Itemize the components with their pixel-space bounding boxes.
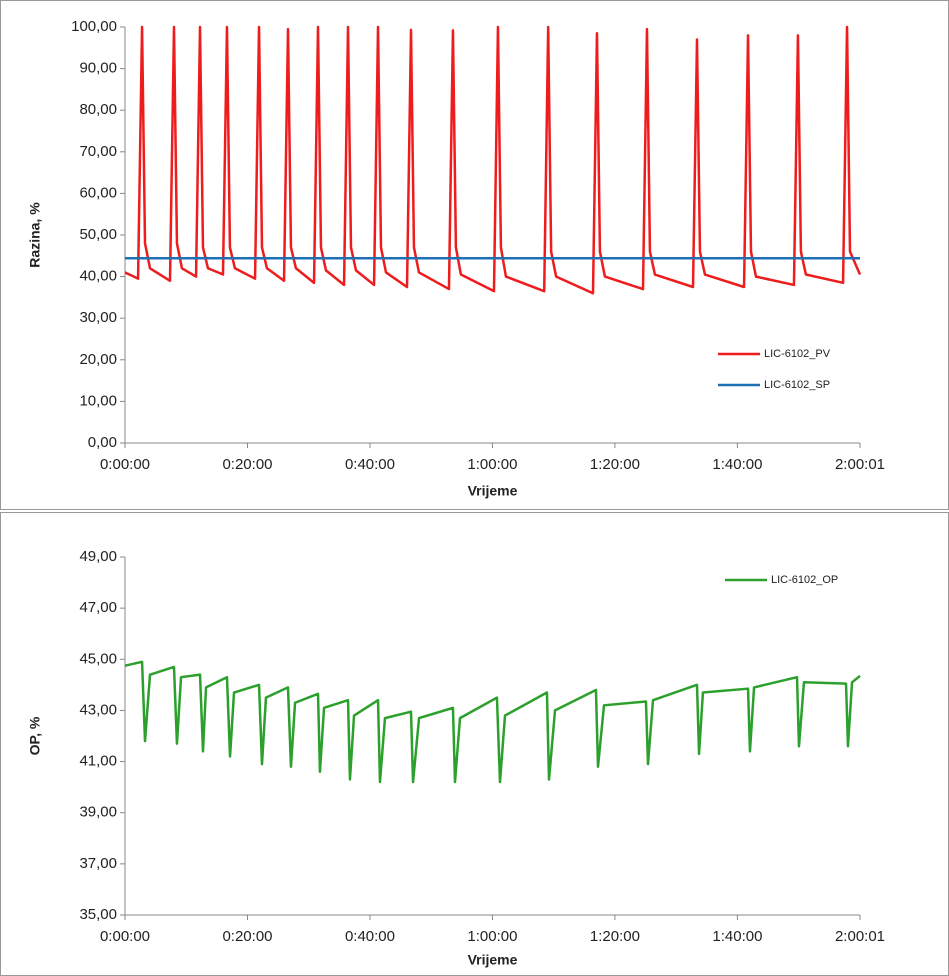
x-tick-label: 2:00:01 xyxy=(835,456,885,473)
x-tick-label: 0:00:00 xyxy=(100,928,150,945)
x-tick-label: 1:00:00 xyxy=(467,928,517,945)
x-tick-label: 1:20:00 xyxy=(590,456,640,473)
data-line xyxy=(124,660,861,784)
y-tick-label: 43,00 xyxy=(79,701,117,718)
y-tick-label: 47,00 xyxy=(79,599,117,616)
y-axis-title: OP, % xyxy=(27,716,43,755)
legend-label: LIC-6102_PV xyxy=(764,348,831,360)
panel-border xyxy=(0,512,949,976)
x-tick-label: 0:00:00 xyxy=(100,456,150,473)
y-tick-label: 37,00 xyxy=(79,855,117,872)
y-tick-label: 80,00 xyxy=(79,101,117,118)
legend-label: LIC-6102_OP xyxy=(771,574,838,586)
x-tick-label: 2:00:01 xyxy=(835,928,885,945)
y-tick-label: 49,00 xyxy=(79,548,117,565)
x-tick-label: 1:00:00 xyxy=(467,456,517,473)
legend-label: LIC-6102_SP xyxy=(764,379,830,391)
x-axis-title: Vrijeme xyxy=(468,952,518,968)
y-tick-label: 100,00 xyxy=(71,18,117,35)
x-tick-label: 1:40:00 xyxy=(712,456,762,473)
x-tick-label: 0:40:00 xyxy=(345,928,395,945)
panel-border xyxy=(0,0,949,510)
x-tick-label: 0:40:00 xyxy=(345,456,395,473)
y-tick-label: 40,00 xyxy=(79,268,117,285)
y-tick-label: 50,00 xyxy=(79,226,117,243)
y-tick-label: 39,00 xyxy=(79,804,117,821)
x-axis-title: Vrijeme xyxy=(468,483,518,499)
y-tick-label: 30,00 xyxy=(79,309,117,326)
x-tick-label: 0:20:00 xyxy=(222,456,272,473)
y-tick-label: 41,00 xyxy=(79,753,117,770)
x-tick-label: 1:40:00 xyxy=(712,928,762,945)
y-tick-label: 70,00 xyxy=(79,143,117,160)
y-tick-label: 0,00 xyxy=(88,434,117,451)
y-axis-title: Razina, % xyxy=(27,202,43,268)
y-tick-label: 35,00 xyxy=(79,906,117,923)
y-tick-label: 10,00 xyxy=(79,392,117,409)
y-tick-label: 90,00 xyxy=(79,60,117,77)
y-tick-label: 45,00 xyxy=(79,650,117,667)
x-tick-label: 1:20:00 xyxy=(590,928,640,945)
y-tick-label: 20,00 xyxy=(79,351,117,368)
x-tick-label: 0:20:00 xyxy=(222,928,272,945)
y-tick-label: 60,00 xyxy=(79,184,117,201)
